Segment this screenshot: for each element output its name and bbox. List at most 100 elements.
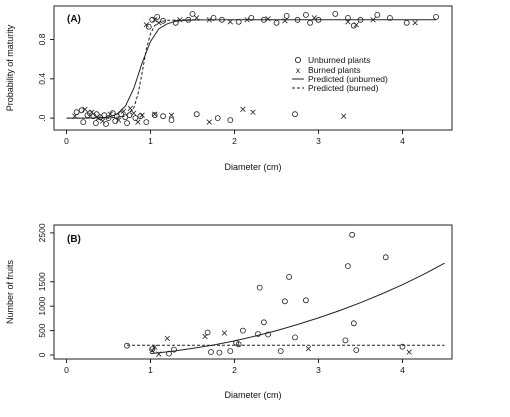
panel-a-curve-predicted-burned xyxy=(66,19,201,119)
panel-a-point-unburned xyxy=(172,19,179,26)
panel-a-point-burned xyxy=(131,110,137,116)
panel-b-ylabel: Number of fruits xyxy=(5,259,15,324)
panel-a-point-unburned xyxy=(193,111,200,118)
panel-b-point-unburned xyxy=(281,298,288,305)
panel-a-frame xyxy=(53,5,453,131)
panel-b-point-burned xyxy=(305,345,312,352)
panel-a-point-burned xyxy=(244,17,250,23)
panel-b-point-unburned xyxy=(235,341,242,348)
panel-a-point-burned xyxy=(206,119,212,125)
legend-pred-burned-label: Predicted (burned) xyxy=(308,83,379,93)
panel-b-xtick-label: 2 xyxy=(232,365,237,375)
panel-b-point-unburned xyxy=(277,348,284,355)
panel-b-point-burned xyxy=(221,330,228,336)
panel-b-xtick-label: 1 xyxy=(148,365,153,375)
panel-a-point-burned xyxy=(194,15,200,21)
panel-b-point-burned xyxy=(164,335,170,342)
panel-a-point-unburned xyxy=(93,120,99,126)
panel-a-point-burned xyxy=(265,16,271,22)
panel-a-point-unburned xyxy=(260,16,267,23)
panel-a-label: (A) xyxy=(67,14,81,25)
panel-a-point-unburned xyxy=(168,117,175,123)
panel-a-ticks: 0 1 2 3 4 .0 0.4 0.8 xyxy=(37,33,405,146)
panel-a-ytick-label: 0.8 xyxy=(37,33,47,45)
panel-a-point-burned xyxy=(412,20,418,26)
panel-a-point-burned xyxy=(127,105,134,111)
panel-a-point-unburned xyxy=(350,22,357,29)
panel-b: (B) Diameter (cm) Number of fruits 0 1 2 3 4… xyxy=(5,223,453,400)
panel-a-point-burned xyxy=(206,17,212,23)
panel-a-xtick-label: 0 xyxy=(64,136,69,146)
panel-b-point-unburned xyxy=(286,273,293,280)
panel-a-point-burned xyxy=(311,15,317,21)
panel-a-point-unburned xyxy=(80,119,87,125)
panel-a: (A) Diameter (cm) Probability of maturit… xyxy=(5,5,453,172)
panel-a-point-burned xyxy=(95,115,102,121)
panel-a-point-unburned xyxy=(283,12,290,19)
panel-a-point-unburned xyxy=(145,23,152,30)
panel-b-xtick-label: 4 xyxy=(400,365,405,375)
panel-b-point-unburned xyxy=(344,263,351,270)
panel-a-point-burned xyxy=(341,113,347,119)
panel-b-point-unburned xyxy=(171,346,177,353)
panel-a-xtick-label: 4 xyxy=(400,136,405,146)
panel-a-point-burned xyxy=(282,18,288,24)
panel-a-point-unburned xyxy=(143,119,150,125)
legend-circle-marker xyxy=(294,56,302,64)
panel-b-point-unburned xyxy=(239,327,246,334)
panel-a-point-burned xyxy=(139,112,145,118)
panel-a-point-burned xyxy=(177,17,183,23)
panel-b-point-unburned xyxy=(265,331,272,338)
panel-b-ytick-label: 500 xyxy=(37,323,47,337)
panel-a-legend: Unburned plants x Burned plants Predicte… xyxy=(292,55,388,93)
panel-a-point-unburned xyxy=(214,115,221,121)
panel-a-point-unburned xyxy=(292,111,298,118)
panel-b-label: (B) xyxy=(67,234,81,245)
panel-b-frame xyxy=(53,224,453,360)
panel-a-point-unburned xyxy=(302,11,309,18)
legend-unburned-label: Unburned plants xyxy=(308,55,370,65)
panel-b-xlabel: Diameter (cm) xyxy=(224,390,281,400)
panel-a-point-burned xyxy=(107,111,113,117)
panel-a-point-burned xyxy=(250,109,256,115)
panel-b-point-unburned xyxy=(149,346,156,353)
panel-a-point-burned xyxy=(72,113,78,119)
panel-a-point-burned xyxy=(168,112,175,118)
panel-a-point-burned xyxy=(82,106,88,112)
panel-b-point-unburned xyxy=(208,349,214,356)
panel-a-point-unburned xyxy=(160,113,167,120)
panel-a-point-unburned xyxy=(189,10,196,17)
panel-a-point-unburned xyxy=(433,13,440,20)
panel-a-point-unburned xyxy=(227,117,234,123)
panel-b-point-unburned xyxy=(227,348,234,355)
panel-a-point-burned xyxy=(353,22,359,28)
panel-a-point-unburned xyxy=(357,16,364,23)
panel-a-point-unburned xyxy=(101,112,108,119)
panel-a-ytick-label: .0 xyxy=(37,114,47,121)
panel-a-point-unburned xyxy=(235,18,242,25)
panel-a-point-unburned xyxy=(294,16,301,23)
panel-a-point-burned xyxy=(89,109,95,115)
panel-a-point-unburned xyxy=(109,110,116,117)
legend-pred-unburned-label: Predicted (unburned) xyxy=(308,74,388,84)
panel-a-point-burned xyxy=(120,108,127,114)
panel-b-point-burned xyxy=(406,349,412,355)
panel-b-curve-predicted-unburned xyxy=(150,262,445,355)
panel-a-point-unburned xyxy=(374,11,381,18)
panel-b-ytick-label: 1500 xyxy=(37,272,47,291)
panel-b-ticks: 0 1 2 3 4 0 500 1000 1500 2500 xyxy=(37,223,405,375)
panel-a-point-burned xyxy=(156,20,162,26)
panel-a-point-unburned xyxy=(151,112,158,119)
panel-a-point-burned xyxy=(115,117,122,123)
panel-b-point-unburned xyxy=(292,334,298,341)
panel-b-point-unburned xyxy=(382,254,389,261)
panel-a-point-unburned xyxy=(273,19,280,26)
panel-b-point-unburned xyxy=(399,343,406,350)
panel-a-point-unburned xyxy=(218,16,225,23)
legend-burned-label: Burned plants xyxy=(308,65,360,75)
panel-a-point-unburned xyxy=(103,121,109,127)
panel-b-point-unburned xyxy=(302,297,309,304)
